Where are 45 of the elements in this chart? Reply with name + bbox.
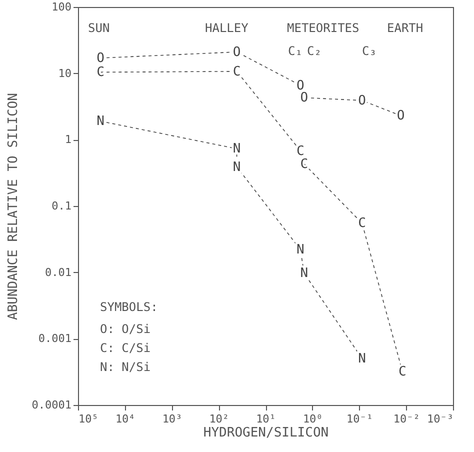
x-tick-label: 10⁵ bbox=[78, 412, 98, 426]
annotation: EARTH bbox=[387, 21, 424, 35]
x-tick-label: 10⁻² bbox=[393, 412, 420, 426]
data-label: C bbox=[96, 65, 104, 80]
annotation: SUN bbox=[88, 21, 110, 35]
y-tick-label: 10 bbox=[58, 66, 72, 80]
annotation: N: N/Si bbox=[100, 360, 151, 374]
x-tick-label: 10⁻³ bbox=[427, 412, 454, 426]
data-label: C bbox=[300, 156, 308, 172]
x-axis-title: HYDROGEN/SILICON bbox=[203, 426, 329, 440]
annotation: C₁ bbox=[288, 44, 302, 58]
data-label: N bbox=[232, 160, 241, 175]
x-tick-label: 10¹ bbox=[256, 412, 276, 426]
y-tick-label: 100 bbox=[52, 0, 72, 14]
data-label: N bbox=[358, 352, 366, 367]
data-label: C bbox=[296, 144, 304, 159]
annotation: SYMBOLS: bbox=[100, 300, 158, 314]
x-tick-label: 10² bbox=[209, 412, 230, 426]
data-label: C bbox=[398, 364, 406, 380]
data-label: N bbox=[296, 242, 304, 258]
data-label: N bbox=[232, 142, 241, 157]
data-label: O bbox=[396, 108, 405, 124]
data-label: O bbox=[358, 93, 366, 108]
y-tick-label: 0.01 bbox=[45, 266, 72, 279]
annotation: C: C/Si bbox=[100, 341, 151, 355]
data-label: O bbox=[300, 90, 308, 106]
y-tick-label: 1 bbox=[64, 133, 72, 146]
y-tick-label: 0.0001 bbox=[32, 398, 72, 412]
annotation: METEORITES bbox=[287, 21, 360, 35]
x-tick-label: 10⁻¹ bbox=[346, 412, 373, 426]
y-tick-label: 0.001 bbox=[38, 332, 72, 346]
data-label: O bbox=[96, 51, 105, 66]
data-label: N bbox=[300, 266, 308, 282]
annotation: HALLEY bbox=[205, 21, 250, 35]
x-tick-label: 10³ bbox=[162, 412, 182, 426]
annotation: C₂ bbox=[307, 44, 322, 58]
x-tick-label: 10⁰ bbox=[302, 412, 323, 426]
x-tick-label: 10⁴ bbox=[115, 412, 136, 426]
annotation: O: O/Si bbox=[100, 322, 151, 336]
y-axis-title: ABUNDANCE RELATIVE TO SILICON bbox=[6, 93, 21, 320]
data-label: N bbox=[96, 114, 104, 130]
annotation: C₃ bbox=[362, 44, 376, 58]
data-label: O bbox=[232, 44, 241, 60]
data-label: C bbox=[358, 216, 366, 232]
y-tick-label: 0.1 bbox=[52, 200, 72, 212]
